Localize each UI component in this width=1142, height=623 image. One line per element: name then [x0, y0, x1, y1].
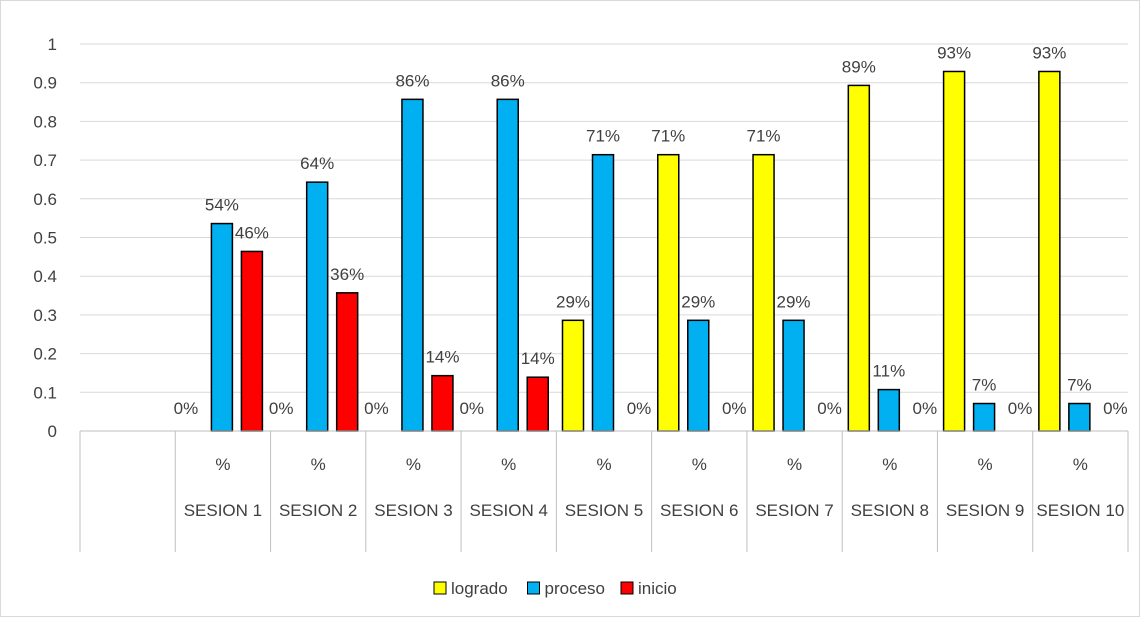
x-category-label: SESION 9 — [946, 501, 1024, 520]
x-category-label: SESION 8 — [851, 501, 929, 520]
y-tick-label: 1 — [48, 35, 57, 54]
data-label-proceso: 29% — [777, 292, 811, 311]
x-subcategory-label: % — [787, 455, 802, 474]
bar-proceso — [305, 181, 329, 432]
data-label-inicio: 14% — [425, 348, 459, 367]
data-label-inicio: 46% — [235, 223, 269, 242]
data-label-proceso: 29% — [681, 292, 715, 311]
x-axis: % SESION 1% SESION 2% SESION 3% SESION 4% SES… — [79, 430, 1129, 552]
bar-proceso — [1068, 402, 1091, 432]
x-subcategory-label: % — [692, 455, 707, 474]
data-label-logrado: 71% — [651, 127, 685, 146]
data-label-proceso: 54% — [205, 196, 239, 215]
x-category-label: SESION 1 — [184, 501, 262, 520]
legend-swatch-inicio — [620, 581, 634, 595]
x-subcategory-label: % — [978, 455, 993, 474]
x-category-label: SESION 3 — [374, 501, 452, 520]
bar-inicio — [335, 292, 359, 432]
bar-proceso — [972, 402, 996, 432]
data-label-inicio: 0% — [1008, 399, 1033, 418]
legend-label-proceso: proceso — [545, 579, 605, 598]
y-tick-label: 0.7 — [33, 151, 57, 170]
data-label-logrado: 0% — [174, 399, 199, 418]
data-label-inicio: 0% — [817, 399, 842, 418]
data-label-logrado: 71% — [747, 127, 781, 146]
y-tick-label: 0.9 — [33, 74, 57, 93]
x-category-label: SESION 4 — [470, 501, 548, 520]
x-subcategory-label: % — [882, 455, 897, 474]
x-subcategory-label: % — [501, 455, 516, 474]
data-label-proceso: 86% — [395, 71, 429, 90]
bars — [210, 70, 1091, 432]
data-label-inicio: 36% — [330, 265, 364, 284]
y-tick-label: 0.1 — [33, 383, 57, 402]
data-label-logrado: 0% — [364, 399, 389, 418]
y-axis: 0 0.1 0.2 0.3 0.4 0.5 0.6 0.7 0.8 0.9 1 — [33, 35, 57, 441]
bar-logrado — [752, 153, 775, 432]
data-label-logrado: 93% — [937, 43, 971, 62]
x-subcategory-label: % — [215, 455, 230, 474]
bar-logrado — [847, 84, 871, 432]
data-label-proceso: 7% — [1067, 376, 1092, 395]
bar-inicio — [240, 250, 264, 432]
x-category-label: SESION 6 — [660, 501, 738, 520]
y-tick-label: 0.3 — [33, 306, 57, 325]
bar-proceso — [591, 153, 615, 432]
data-label-proceso: 86% — [491, 71, 525, 90]
bar-proceso — [496, 98, 519, 432]
data-label-inicio: 0% — [627, 399, 652, 418]
data-label-proceso: 64% — [300, 154, 334, 173]
data-labels: 0% 0% 0% 0% 29% 71% 71% 89% 93% 93% 54% 64% 86% 86% 71… — [174, 43, 1128, 418]
bar-proceso — [687, 319, 710, 432]
legend-label-logrado: logrado — [451, 579, 508, 598]
bar-proceso — [210, 222, 234, 432]
legend: logrado proceso inicio — [433, 579, 677, 598]
y-tick-label: 0.6 — [33, 190, 57, 209]
y-tick-label: 0.5 — [33, 229, 57, 248]
legend-label-inicio: inicio — [638, 579, 677, 598]
legend-swatch-proceso — [527, 581, 540, 595]
bar-inicio — [431, 374, 454, 432]
data-label-logrado: 89% — [842, 57, 876, 76]
y-tick-label: 0.4 — [33, 267, 57, 286]
data-label-logrado: 93% — [1032, 43, 1066, 62]
bar-proceso — [877, 388, 901, 432]
data-label-logrado: 29% — [556, 292, 590, 311]
data-label-proceso: 71% — [586, 127, 620, 146]
data-label-inicio: 0% — [913, 399, 938, 418]
data-label-proceso: 11% — [872, 362, 905, 381]
x-category-label: SESION 2 — [279, 501, 357, 520]
x-subcategory-label: % — [1073, 455, 1088, 474]
x-category-label: SESION 10 — [1036, 501, 1124, 520]
bar-logrado — [561, 319, 585, 432]
bar-proceso — [401, 98, 424, 432]
data-label-inicio: 0% — [1103, 399, 1128, 418]
data-label-proceso: 7% — [972, 376, 997, 395]
y-tick-label: 0.2 — [33, 345, 57, 364]
x-category-label: SESION 5 — [565, 501, 643, 520]
bar-proceso — [782, 319, 805, 432]
data-label-inicio: 14% — [521, 349, 555, 368]
x-subcategory-label: % — [596, 455, 611, 474]
x-category-label: SESION 7 — [755, 501, 833, 520]
x-subcategory-label: % — [311, 455, 326, 474]
bar-logrado — [942, 70, 966, 432]
data-label-logrado: 0% — [459, 399, 484, 418]
bar-inicio — [526, 376, 549, 432]
bar-logrado — [657, 153, 680, 432]
bar-logrado — [1038, 70, 1061, 432]
y-tick-label: 0 — [48, 422, 57, 441]
y-tick-label: 0.8 — [33, 112, 57, 131]
legend-swatch-logrado — [433, 581, 447, 595]
data-label-inicio: 0% — [722, 399, 747, 418]
x-subcategory-label: % — [406, 455, 421, 474]
data-label-logrado: 0% — [269, 399, 294, 418]
